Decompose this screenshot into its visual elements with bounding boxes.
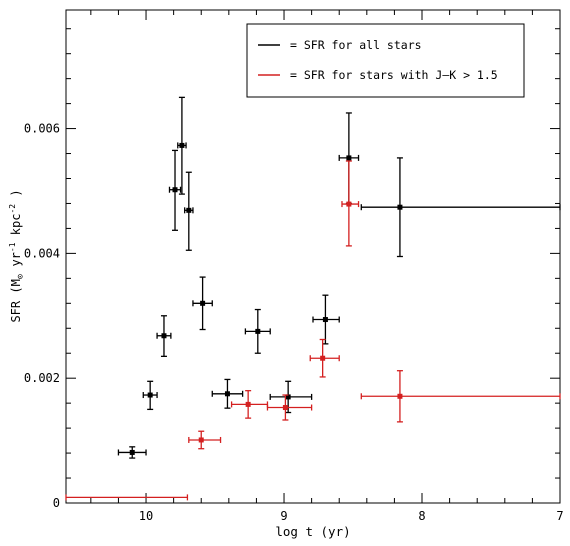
x-tick-label: 7	[556, 509, 563, 523]
series-red-stars	[65, 160, 561, 501]
y-tick-label: 0.002	[24, 371, 60, 385]
point-marker	[161, 333, 167, 339]
axis-ticks	[66, 10, 561, 504]
y-tick-label: 0.004	[24, 246, 60, 260]
y-tick-label: 0.006	[24, 122, 60, 136]
data-point	[360, 157, 561, 258]
data-point	[142, 380, 158, 411]
data-point	[188, 430, 222, 450]
point-marker	[172, 187, 178, 193]
point-marker	[320, 355, 326, 361]
data-point	[360, 370, 561, 423]
data-point	[309, 338, 340, 378]
point-marker	[285, 394, 291, 400]
point-marker	[129, 449, 135, 455]
point-marker	[224, 391, 230, 397]
point-marker	[346, 201, 352, 207]
x-axis-label: log t (yr)	[275, 524, 350, 539]
legend: = SFR for all stars = SFR for stars with…	[246, 23, 525, 98]
point-marker	[198, 437, 204, 443]
x-tick-label: 10	[139, 509, 153, 523]
point-marker	[397, 393, 403, 399]
data-point	[65, 494, 189, 501]
legend-box	[246, 23, 525, 98]
y-tick-label: 0	[53, 496, 60, 510]
legend-label-red-stars: = SFR for stars with J–K > 1.5	[290, 68, 498, 82]
x-tick-label: 8	[418, 509, 425, 523]
x-tick-label: 9	[280, 509, 287, 523]
point-marker	[186, 207, 192, 213]
axis-tick-labels: 10 9 8 7 0 0.002 0.004 0.006	[24, 122, 564, 523]
point-marker	[322, 317, 328, 323]
point-marker	[346, 155, 352, 161]
point-marker	[147, 392, 153, 398]
point-marker	[245, 401, 251, 407]
point-marker	[179, 142, 185, 148]
point-marker	[255, 328, 261, 334]
data-point	[117, 446, 147, 459]
y-axis-label: SFR (M⊙ yr-1 kpc-2 )	[8, 189, 26, 322]
data-point	[156, 315, 172, 357]
data-point	[192, 276, 213, 331]
data-point	[168, 149, 182, 231]
data-point	[312, 294, 340, 345]
series-all-stars	[117, 96, 561, 459]
legend-label-all-stars: = SFR for all stars	[290, 38, 422, 52]
point-marker	[282, 405, 288, 411]
data-point	[230, 390, 269, 419]
data-point	[266, 394, 313, 421]
data-point	[184, 171, 194, 251]
data-point	[211, 378, 244, 409]
point-marker	[200, 300, 206, 306]
data-point	[244, 308, 271, 354]
data-point	[341, 160, 360, 247]
plot-frame	[65, 9, 561, 504]
point-marker	[397, 204, 403, 210]
data-point	[177, 96, 187, 195]
